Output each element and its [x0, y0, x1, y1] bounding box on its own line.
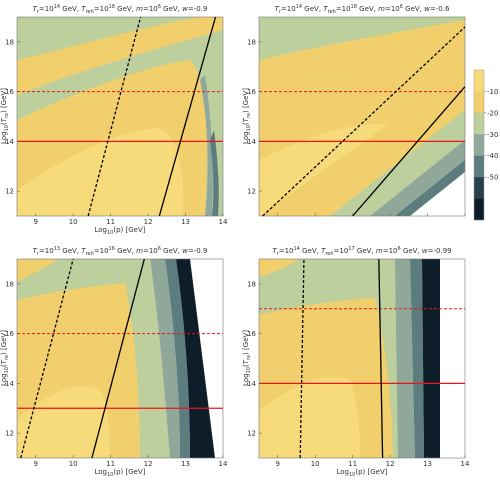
panel-1-ytick-label: 18: [5, 38, 14, 46]
panel-3-xtick-label: 9: [33, 460, 37, 468]
colorbar-segment: [474, 70, 484, 92]
panel-3-xtick-label: 14: [219, 460, 228, 468]
panel-2-title: Tr=1014 GeV, Treh=1018 GeV, m=106 GeV, w…: [275, 4, 450, 15]
panel-2-ylabel: Log10(Tre) [GeV]: [242, 88, 252, 144]
panel-4-ytick-label: 18: [247, 280, 256, 288]
panel-4-region-level-50: [422, 259, 440, 458]
panel-1-ylabel: Log10(Tre) [GeV]: [0, 88, 10, 144]
panel-4-xtick-label: 11: [348, 460, 357, 468]
colorbar-frame: [473, 69, 485, 221]
colorbar-segment: [474, 91, 484, 114]
panel-1-xtick-label: 9: [33, 218, 37, 226]
panel-4-xtick-label: 9: [275, 460, 279, 468]
panel-1-ytick-label: 14: [5, 138, 14, 146]
panel-2-ytick-label: 12: [247, 188, 256, 196]
panel-2-ytick-label: 14: [247, 138, 256, 146]
panel-1-xtick-label: 12: [144, 218, 153, 226]
colorbar-tick-label: -40: [487, 152, 498, 160]
panel-2-region-empty: [410, 172, 465, 216]
panel-3-xtick-label: 12: [144, 460, 153, 468]
panel-2-region-level-20b: [330, 110, 465, 216]
panel-2: Tr=1014 GeV, Treh=1018 GeV, m=106 GeV, w…: [242, 4, 466, 217]
panel-1-region-level-40: [210, 130, 219, 216]
panel-1-xtick-label: 14: [219, 218, 228, 226]
panel-4-region-upper: [259, 259, 300, 277]
panel-3-ytick-label: 12: [5, 430, 14, 438]
panel-3-frame: [16, 258, 224, 459]
panel-4-xtick-label: 12: [386, 460, 395, 468]
panel-1-region-upper: [17, 17, 223, 95]
panel-2-region-upper: [259, 70, 465, 216]
panel-2-region-level-30: [370, 140, 465, 216]
panel-1-ytick-label: 12: [5, 188, 14, 196]
colorbar-tick-label: -50: [487, 174, 498, 182]
panel-1-lines: [17, 17, 223, 216]
panel-4-ticks: 9 10 11 12 13 14 12 14 16 18: [247, 280, 470, 468]
panel-4-xtick-label: 13: [423, 460, 432, 468]
colorbar: -10 -20 -30 -40 -50: [473, 69, 498, 221]
panel-4-frame: [258, 258, 466, 459]
panel-3-xtick-label: 11: [106, 460, 115, 468]
panel-3-ytick-label: 16: [5, 330, 14, 338]
panel-1-frame: [16, 16, 224, 217]
panel-4-line-dashed: [299, 259, 305, 458]
panel-4-ytick-label: 14: [247, 380, 256, 388]
panel-1-ytick-label: 16: [5, 88, 14, 96]
panel-2-region-level-40: [395, 160, 465, 216]
panel-4: Tr=1014 GeV, Treh=1017 GeV, m=106 GeV, w…: [242, 246, 470, 478]
panel-4-lines: [259, 259, 465, 458]
panel-4-ytick-label: 16: [247, 330, 256, 338]
panel-4-xtick-label: 14: [461, 460, 470, 468]
panel-3-ytick-label: 14: [5, 380, 14, 388]
panel-1-title: Tr=1014 GeV, Treh=1018 GeV, m=106 GeV, w…: [33, 4, 208, 15]
panel-3-xtick-label: 13: [181, 460, 190, 468]
panel-3-region-upper: [17, 259, 60, 282]
panel-4-title: Tr=1014 GeV, Treh=1017 GeV, m=106 GeV, w…: [272, 246, 451, 257]
panel-3-ticks: 9 10 11 12 13 14 12 14 16 18: [5, 280, 228, 468]
panel-3-xtick-label: 10: [69, 460, 78, 468]
colorbar-segment: [474, 134, 484, 156]
panel-3-line-dashed: [20, 259, 74, 458]
panel-3-line-solid: [91, 259, 145, 458]
panel-1-xtick-label: 11: [106, 218, 115, 226]
panel-1: Tr=1014 GeV, Treh=1018 GeV, m=106 GeV, w…: [0, 4, 228, 236]
panel-1-ticks: 9 10 11 12 13 14 12 14 16 18: [5, 38, 228, 226]
panel-4-region-level-5: [259, 377, 360, 458]
panel-3-ytick-label: 18: [5, 280, 14, 288]
panel-2-lines: [259, 26, 465, 216]
panel-3-ylabel: Log10(Tre) [GeV]: [0, 330, 10, 386]
panel-2-line-solid: [352, 86, 465, 216]
panel-4-line-solid: [378, 259, 384, 458]
panel-1-line-dashed: [87, 17, 142, 216]
colorbar-tick-label: -20: [487, 109, 498, 117]
panel-3: Tr=1013 GeV, Treh=1016 GeV, m=106 GeV, w…: [0, 246, 228, 478]
panel-4-xlabel: Log10(p) [GeV]: [336, 468, 387, 478]
panel-3-title: Tr=1013 GeV, Treh=1016 GeV, m=106 GeV, w…: [33, 246, 208, 257]
panel-3-lines: [17, 259, 223, 458]
panel-2-ticks: 12 14 16 18: [247, 38, 466, 216]
colorbar-segment: [474, 177, 484, 199]
colorbar-segment: [474, 198, 484, 221]
colorbar-segment: [474, 155, 484, 178]
panel-1-xtick-label: 13: [181, 218, 190, 226]
panel-4-xtick-label: 10: [311, 460, 320, 468]
panel-2-ytick-label: 16: [247, 88, 256, 96]
panel-3-region-level-5: [17, 386, 110, 458]
colorbar-tick-label: -30: [487, 131, 498, 139]
panel-1-line-solid: [158, 17, 217, 216]
panel-1-xtick-label: 10: [69, 218, 78, 226]
colorbar-segment: [474, 112, 484, 135]
panel-4-ytick-label: 12: [247, 430, 256, 438]
panel-4-ylabel: Log10(Tre) [GeV]: [242, 330, 252, 386]
panel-1-region-level-30: [200, 75, 213, 216]
colorbar-tick-label: -10: [487, 88, 498, 96]
panel-2-line-dashed: [262, 26, 465, 216]
panel-3-xlabel: Log10(p) [GeV]: [94, 468, 145, 478]
panel-2-frame: [258, 16, 466, 217]
panel-2-ytick-label: 18: [247, 38, 256, 46]
panel-1-xlabel: Log10(p) [GeV]: [94, 226, 145, 236]
